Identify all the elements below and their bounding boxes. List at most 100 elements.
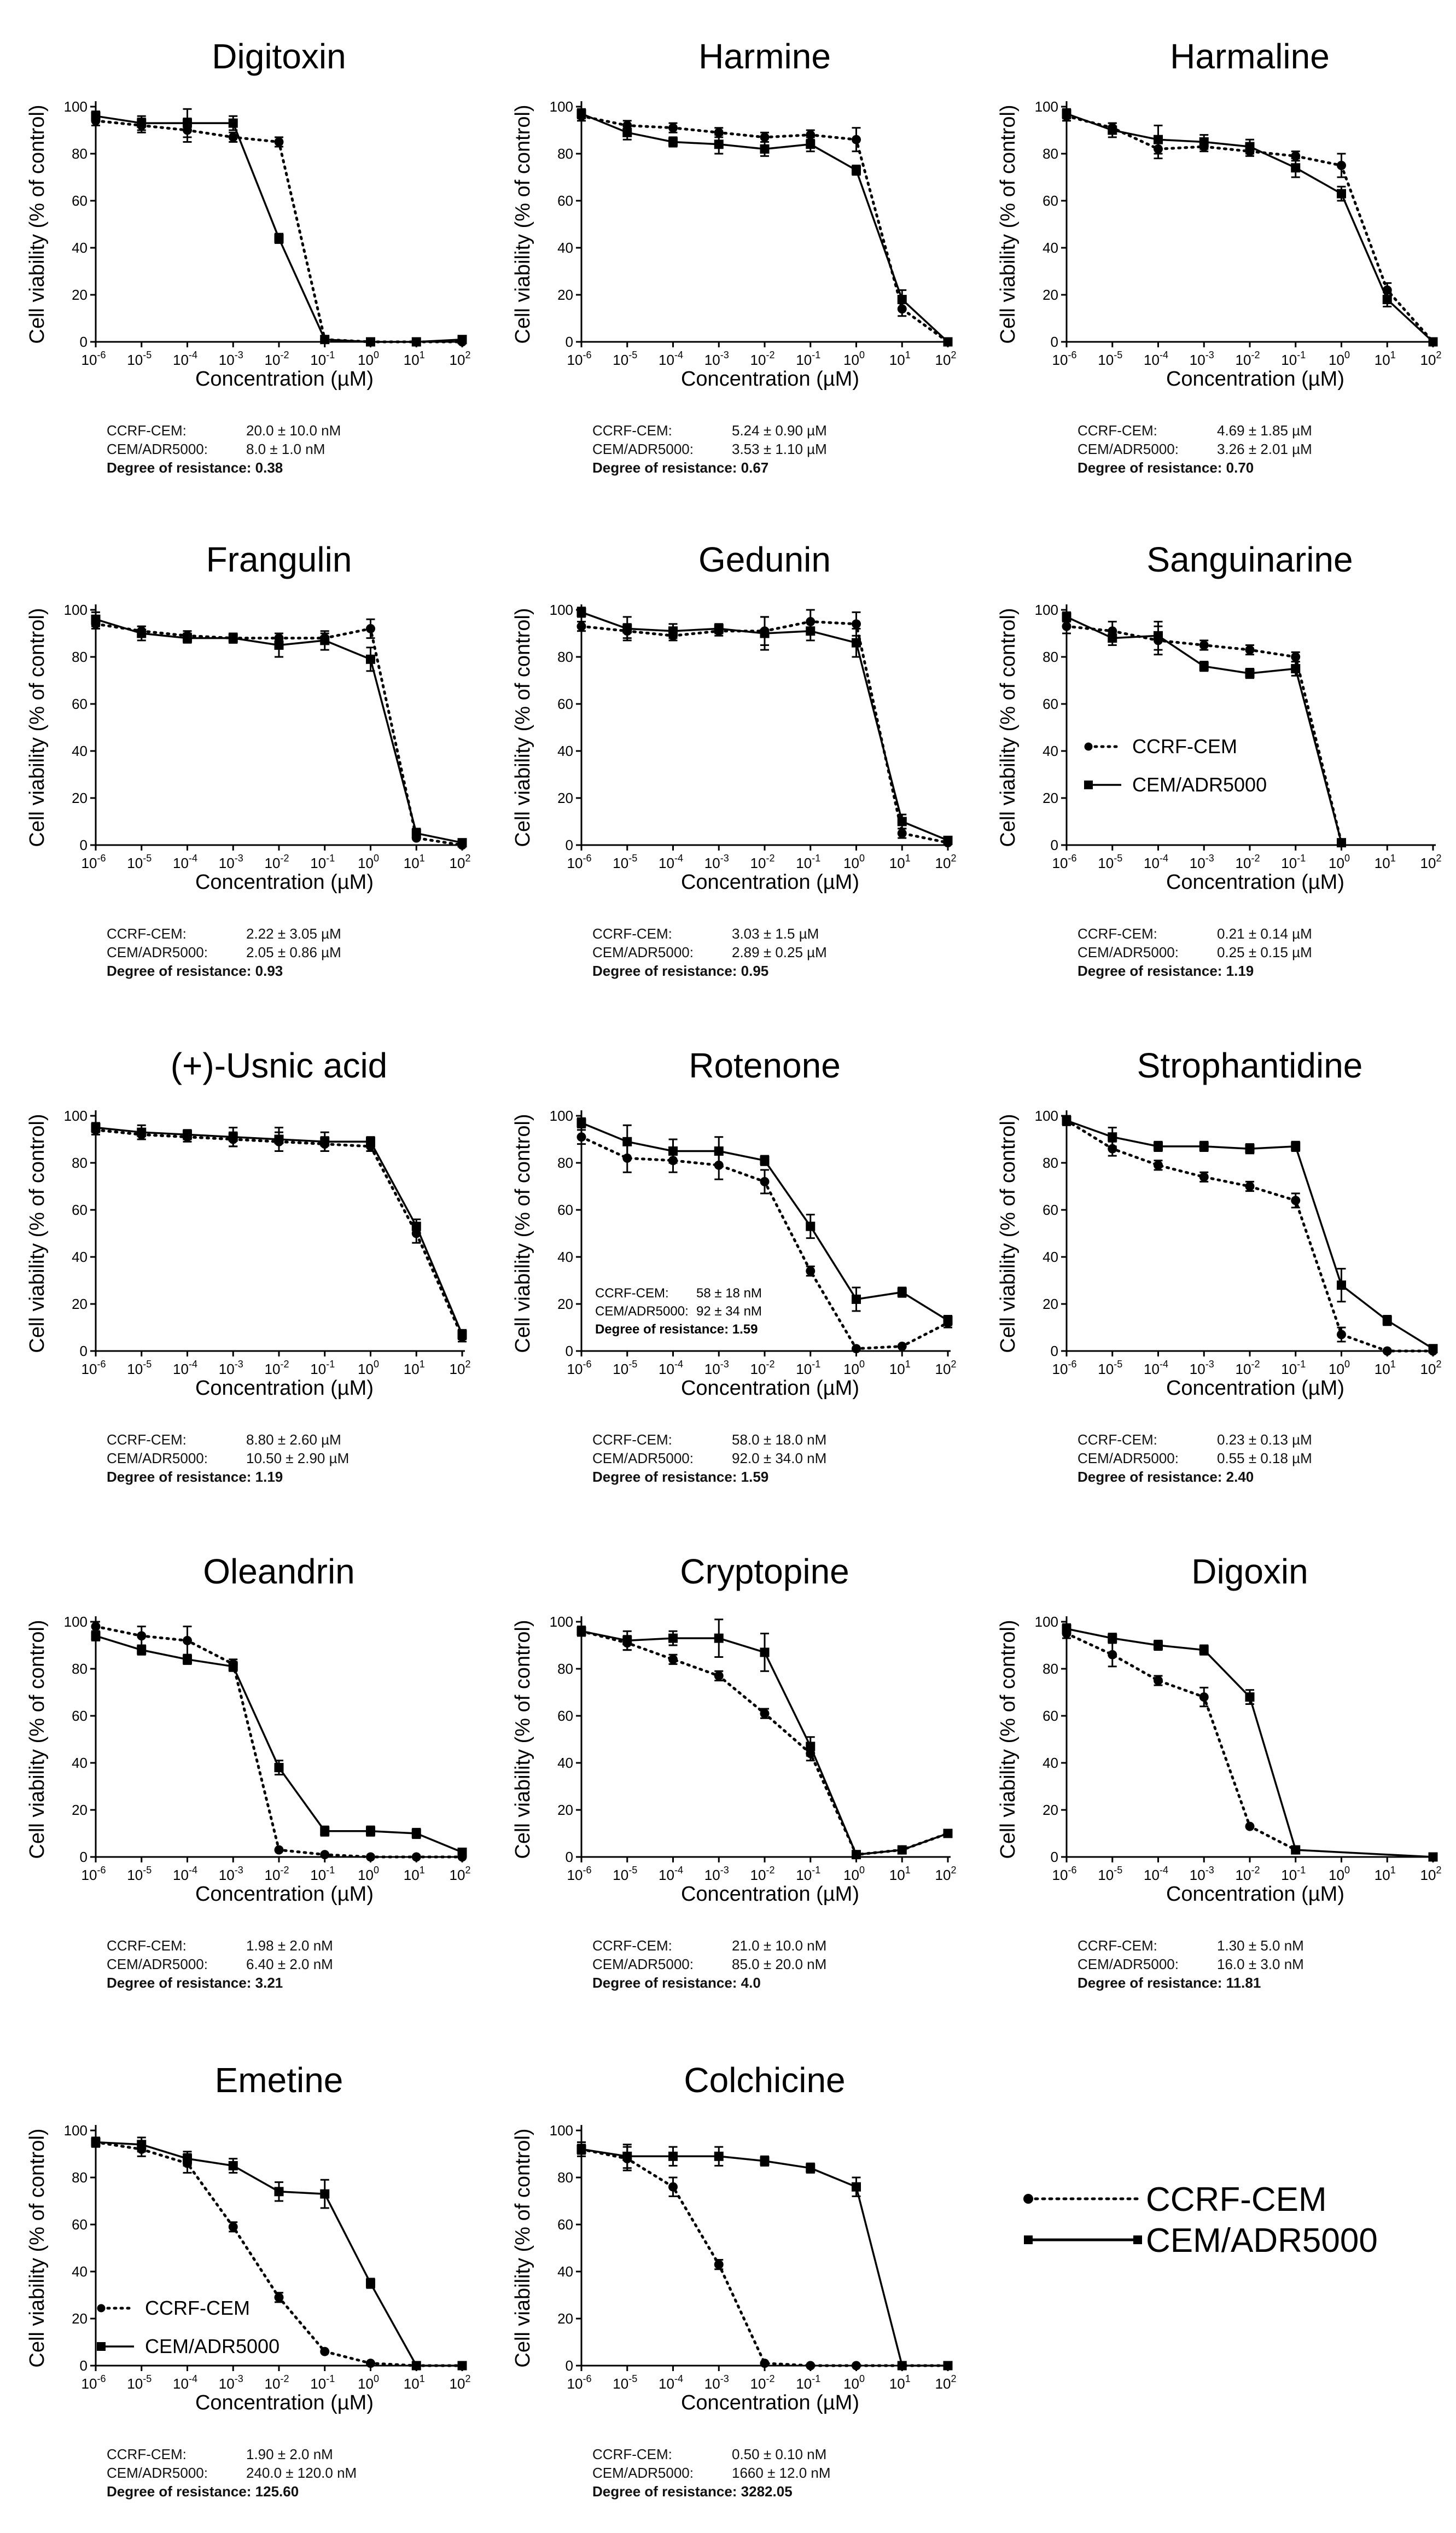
stats-adr-label: CEM/ADR5000: bbox=[592, 441, 694, 457]
y-tick-label: 20 bbox=[1043, 287, 1058, 303]
x-tick-base: 10 bbox=[704, 1361, 720, 1377]
series-line-ccrf-cem bbox=[94, 1128, 464, 1338]
x-tick-exponent: -5 bbox=[143, 853, 152, 864]
data-point-cem-adr5000 bbox=[1428, 337, 1438, 347]
x-tick-base: 10 bbox=[127, 1867, 143, 1883]
x-tick-label: 100 bbox=[358, 350, 379, 368]
x-tick-exponent: -1 bbox=[812, 1359, 820, 1370]
data-point-ccrf-cem bbox=[1154, 1160, 1163, 1170]
x-tick-base: 10 bbox=[1144, 352, 1160, 368]
data-point-cem-adr5000 bbox=[668, 1633, 678, 1643]
x-tick-base: 10 bbox=[127, 1361, 143, 1377]
data-point-cem-adr5000 bbox=[1428, 1344, 1438, 1354]
x-tick-base: 10 bbox=[1281, 1361, 1297, 1377]
x-tick-exponent: 0 bbox=[374, 1359, 379, 1370]
stats-resistance: Degree of resistance: 125.60 bbox=[107, 2483, 299, 2500]
data-point-cem-adr5000 bbox=[411, 337, 421, 347]
x-tick-base: 10 bbox=[659, 2375, 674, 2392]
data-point-cem-adr5000 bbox=[1108, 125, 1117, 135]
x-tick-exponent: -5 bbox=[628, 2373, 637, 2384]
x-tick-exponent: -3 bbox=[1205, 1865, 1214, 1876]
y-tick-label: 80 bbox=[72, 1661, 88, 1677]
x-tick-base: 10 bbox=[750, 1361, 766, 1377]
chart-title: Frangulin bbox=[206, 540, 352, 579]
series-line-ccrf-cem bbox=[1065, 1632, 1297, 1851]
stats-adr-label: CEM/ADR5000: bbox=[592, 944, 694, 960]
data-point-cem-adr5000 bbox=[1245, 1692, 1255, 1702]
x-tick-base: 10 bbox=[450, 352, 465, 368]
data-point-cem-adr5000 bbox=[274, 234, 284, 243]
stats-ccrf-label: CCRF-CEM: bbox=[592, 1431, 672, 1448]
y-tick-label: 100 bbox=[550, 1614, 573, 1630]
stats-adr-value: 2.89 ± 0.25 µM bbox=[732, 944, 827, 960]
x-tick-base: 10 bbox=[750, 352, 766, 368]
data-point-cem-adr5000 bbox=[943, 2361, 953, 2371]
series-line-cem-adr5000 bbox=[1065, 1119, 1434, 1350]
x-tick-exponent: -2 bbox=[766, 1359, 774, 1370]
y-tick-label: 100 bbox=[550, 1108, 573, 1124]
stats-adr-value: 1660 ± 12.0 nM bbox=[732, 2465, 831, 2481]
x-tick-label: 101 bbox=[1375, 1865, 1396, 1883]
x-tick-label: 10-4 bbox=[659, 350, 683, 368]
x-tick-exponent: -3 bbox=[720, 2373, 729, 2384]
x-tick-base: 10 bbox=[659, 1361, 674, 1377]
x-tick-exponent: -3 bbox=[720, 853, 729, 864]
stats-resistance: Degree of resistance: 3.21 bbox=[107, 1975, 283, 1991]
data-point-ccrf-cem bbox=[576, 621, 586, 631]
x-tick-exponent: 0 bbox=[859, 1359, 865, 1370]
data-point-cem-adr5000 bbox=[320, 1137, 330, 1146]
data-point-cem-adr5000 bbox=[897, 295, 907, 305]
data-point-ccrf-cem bbox=[1199, 1172, 1209, 1182]
data-point-cem-adr5000 bbox=[1062, 1116, 1071, 1126]
x-tick-base: 10 bbox=[567, 855, 583, 871]
legend-label-adr: CEM/ADR5000 bbox=[1146, 2222, 1378, 2260]
data-point-cem-adr5000 bbox=[943, 835, 953, 845]
x-tick-exponent: -1 bbox=[1297, 350, 1306, 360]
x-tick-exponent: -1 bbox=[812, 2373, 820, 2384]
x-tick-base: 10 bbox=[173, 2375, 189, 2392]
x-tick-exponent: 2 bbox=[1436, 350, 1441, 360]
x-tick-exponent: -6 bbox=[97, 2373, 106, 2384]
inset-ccrf-label: CCRF-CEM: bbox=[595, 1286, 669, 1301]
data-point-cem-adr5000 bbox=[1154, 631, 1163, 640]
stats-ccrf-label: CCRF-CEM: bbox=[107, 925, 187, 942]
data-point-ccrf-cem bbox=[228, 2222, 238, 2232]
y-tick-label: 100 bbox=[1035, 602, 1058, 618]
x-tick-label: 10-6 bbox=[1052, 853, 1077, 871]
data-point-cem-adr5000 bbox=[91, 111, 101, 121]
x-tick-exponent: -1 bbox=[1297, 1359, 1306, 1370]
x-tick-label: 10-5 bbox=[1098, 1865, 1122, 1883]
data-point-cem-adr5000 bbox=[622, 127, 632, 137]
y-tick-label: 80 bbox=[72, 1155, 88, 1171]
y-tick-label: 100 bbox=[64, 98, 88, 115]
y-tick-label: 20 bbox=[557, 1802, 573, 1818]
x-tick-base: 10 bbox=[843, 2375, 859, 2392]
stats-ccrf-value: 0.23 ± 0.13 µM bbox=[1217, 1431, 1312, 1448]
stats-ccrf-label: CCRF-CEM: bbox=[592, 422, 672, 439]
ic50-stats: CCRF-CEM: 1.30 ± 5.0 nM CEM/ADR5000: 16.0 ±… bbox=[1078, 1936, 1304, 1992]
x-tick-label: 10-4 bbox=[659, 1359, 683, 1377]
x-axis-label: Concentration (µM) bbox=[1166, 368, 1344, 391]
legend-label-adr: CEM/ADR5000 bbox=[145, 2335, 279, 2357]
data-point-cem-adr5000 bbox=[806, 2163, 816, 2173]
stats-row-ccrf: CCRF-CEM: 5.24 ± 0.90 µM bbox=[592, 421, 827, 440]
x-tick-base: 10 bbox=[1190, 1361, 1205, 1377]
stats-row-ccrf: CCRF-CEM: 1.90 ± 2.0 nM bbox=[107, 2445, 357, 2464]
data-point-cem-adr5000 bbox=[622, 1137, 632, 1146]
y-tick-label: 20 bbox=[72, 287, 88, 303]
x-tick-base: 10 bbox=[1098, 352, 1114, 368]
chart-title: Gedunin bbox=[698, 540, 831, 579]
x-tick-label: 10-6 bbox=[567, 2373, 592, 2392]
x-tick-exponent: 0 bbox=[374, 853, 379, 864]
x-tick-base: 10 bbox=[450, 2375, 465, 2392]
data-point-cem-adr5000 bbox=[137, 118, 147, 128]
x-tick-exponent: -3 bbox=[1205, 1359, 1214, 1370]
x-tick-base: 10 bbox=[1052, 1361, 1068, 1377]
data-point-cem-adr5000 bbox=[668, 2151, 678, 2161]
x-tick-exponent: 2 bbox=[1436, 853, 1441, 864]
y-tick-label: 20 bbox=[72, 1802, 88, 1818]
x-tick-label: 10-3 bbox=[704, 1359, 729, 1377]
y-tick-label: 20 bbox=[1043, 790, 1058, 806]
y-tick-label: 60 bbox=[72, 193, 88, 209]
